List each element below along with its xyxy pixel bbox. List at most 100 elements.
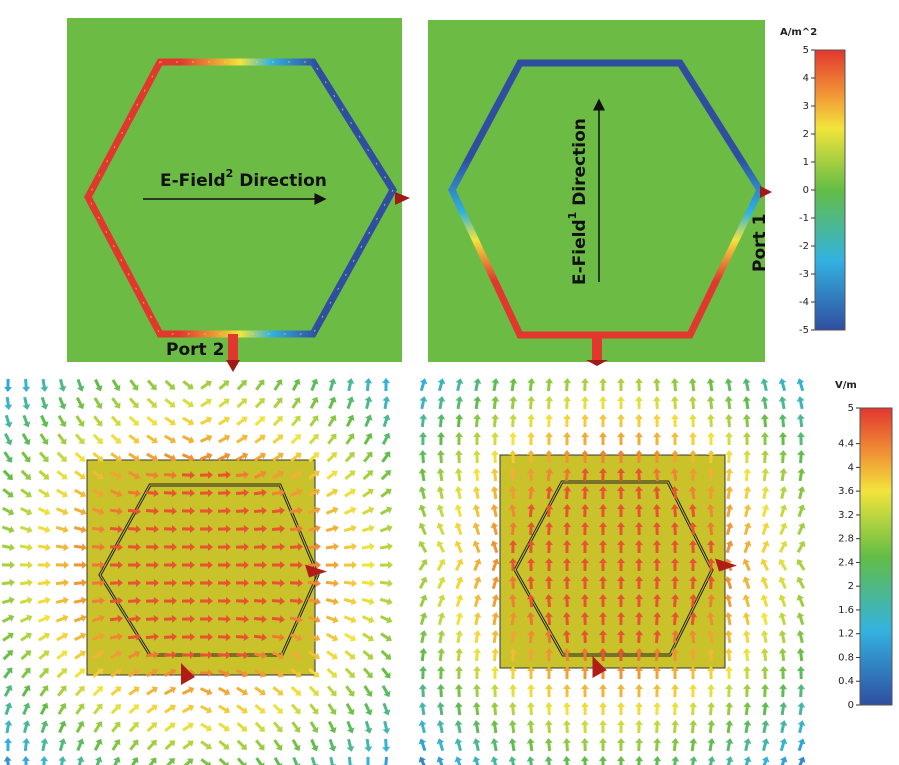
arrow-shape [271,615,285,624]
field-arrow [418,756,427,765]
arrow-shape [688,414,697,428]
arrow-shape [1,561,15,570]
arrow-shape [381,451,391,463]
field-arrow [635,684,644,698]
arrow-shape [109,525,123,534]
arrow-shape [508,684,517,698]
field-arrow [472,720,481,734]
field-arrow [616,540,625,554]
arrow-shape [436,522,445,536]
field-arrow [508,738,517,752]
field-arrow [544,684,553,698]
field-arrow [272,721,283,733]
field-arrow [508,468,517,482]
arrow-shape [526,450,535,464]
arrow-shape [508,702,517,716]
colorbar-tick-label: 1.2 [838,629,854,640]
arrow-shape [127,596,141,605]
field-arrow [580,450,589,464]
arrow-shape [309,703,319,715]
arrow-shape [326,667,338,678]
field-arrow [563,414,572,428]
field-arrow [670,666,679,680]
arrow-shape [472,702,481,716]
field-arrow [617,648,626,662]
field-arrow [455,396,464,410]
arrow-shape [419,594,428,608]
arrow-shape [128,415,140,426]
arrow-shape [563,540,572,554]
arrow-shape [652,414,661,428]
field-arrow [308,668,320,678]
arrow-shape [235,615,249,624]
panel-bg [428,20,765,362]
field-arrow [599,468,608,482]
field-arrow [19,561,33,570]
arrow-shape [55,507,69,516]
field-arrow [491,378,500,392]
field-arrow [707,468,716,482]
field-arrow [327,415,337,427]
field-arrow [253,488,267,497]
arrow-shape [199,651,213,660]
field-arrow [490,540,499,554]
field-arrow [128,686,140,696]
arrow-shape [309,415,319,427]
arrow-shape [92,650,105,660]
arrow-shape [37,525,51,534]
arrow-shape [617,684,626,698]
arrow-shape [742,396,751,410]
field-arrow [343,542,357,551]
field-arrow [545,648,554,662]
field-arrow [290,452,302,462]
arrow-shape [110,703,121,715]
field-arrow [743,738,752,752]
field-arrow [797,486,806,500]
arrow-shape [779,684,788,698]
field-arrow [544,630,553,644]
field-arrow [109,525,123,534]
arrow-shape [289,488,303,497]
arrow-shape [290,415,301,427]
field-arrow [344,667,355,678]
arrow-shape [290,650,303,660]
field-arrow [272,703,284,714]
field-arrow [290,650,303,660]
field-arrow [91,614,105,623]
field-arrow [707,702,716,716]
arrow-shape [254,721,265,732]
arrow-shape [796,378,805,392]
arrow-shape [419,414,428,428]
arrow-shape [527,396,536,410]
arrow-shape [778,540,788,554]
field-arrow [580,576,589,590]
arrow-shape [670,414,679,428]
arrow-shape [418,559,428,571]
arrow-shape [779,522,788,536]
field-arrow [110,703,121,715]
field-arrow [146,739,157,751]
field-arrow [797,738,806,752]
field-arrow [255,739,265,751]
arrow-shape [291,721,301,733]
field-arrow [562,702,571,716]
field-arrow [778,630,787,644]
field-arrow [22,396,31,410]
arrow-shape [253,506,267,515]
arrow-shape [19,543,33,552]
arrow-shape [163,453,177,462]
arrow-shape [635,738,644,752]
field-arrow [706,666,715,680]
field-arrow [218,722,230,732]
field-arrow [598,594,607,608]
arrow-shape [20,632,32,642]
field-arrow [1,543,15,552]
arrow-shape [617,630,626,644]
arrow-shape [688,648,697,662]
arrow-shape [327,415,337,427]
arrow-shape [562,648,571,662]
field-arrow [491,666,500,680]
arrow-shape [436,450,445,464]
arrow-shape [598,576,607,590]
arrow-shape [670,540,679,554]
